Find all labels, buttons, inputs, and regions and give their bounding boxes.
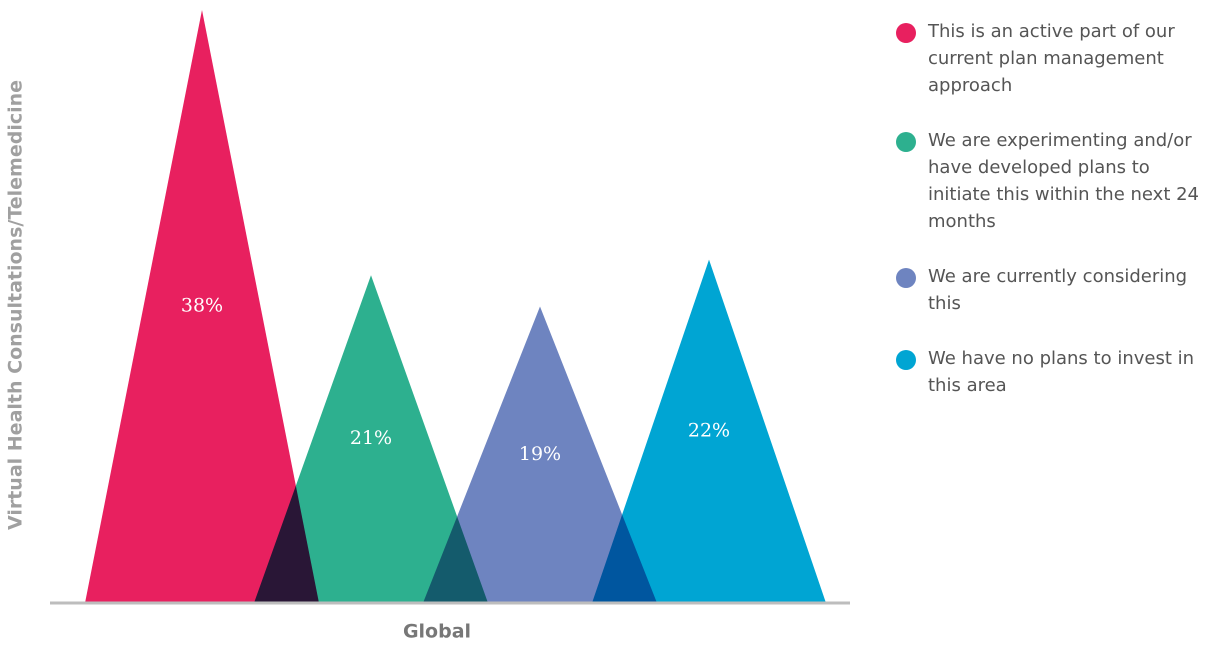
legend-swatch	[896, 132, 916, 152]
legend-item: We are experimenting and/or have develop…	[896, 127, 1216, 235]
triangle	[85, 10, 319, 603]
legend-swatch	[896, 350, 916, 370]
legend-swatch	[896, 23, 916, 43]
plot: 38% 21% 19% 22%	[85, 10, 826, 603]
legend-label: We are currently considering this	[928, 266, 1188, 314]
y-axis-label: Virtual Health Consultations/Telemedicin…	[5, 80, 27, 530]
triangle	[423, 306, 657, 603]
legend-item: We have no plans to invest in this area	[896, 345, 1216, 399]
chart: Virtual Health Consultations/Telemedicin…	[5, 10, 850, 643]
legend-label: We have no plans to invest in this area	[928, 348, 1195, 396]
value-label: 22%	[688, 419, 730, 441]
legend-swatch	[896, 268, 916, 288]
legend: This is an active part of our current pl…	[896, 18, 1216, 427]
legend-label: This is an active part of our current pl…	[928, 21, 1175, 96]
value-label: 21%	[350, 427, 392, 449]
triangle	[592, 259, 826, 603]
triangle	[254, 275, 488, 603]
value-label: 38%	[181, 295, 223, 317]
legend-item: This is an active part of our current pl…	[896, 18, 1216, 99]
legend-item: We are currently considering this	[896, 263, 1216, 317]
legend-label: We are experimenting and/or have develop…	[928, 130, 1200, 232]
value-label: 19%	[519, 443, 561, 465]
x-category-label: Global	[403, 621, 471, 643]
